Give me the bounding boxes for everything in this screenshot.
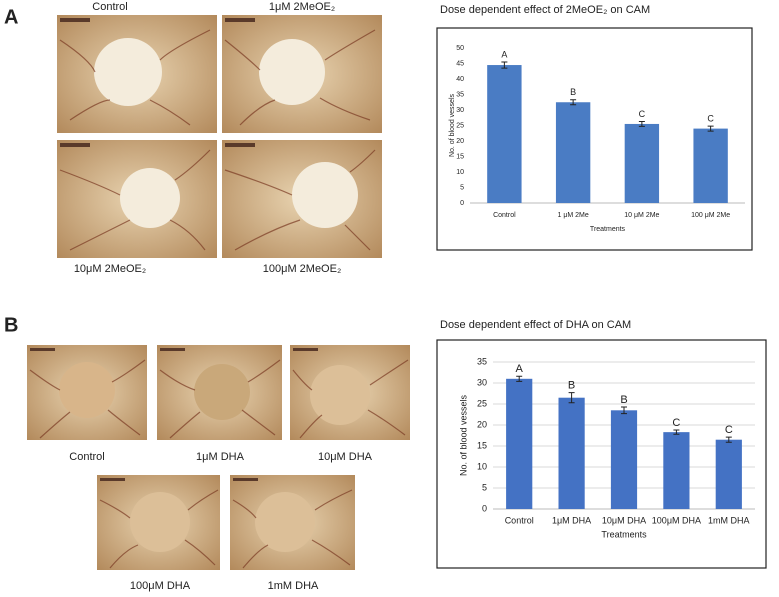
photo-caption: Control — [92, 1, 127, 13]
photos — [27, 15, 410, 570]
bar — [487, 65, 522, 203]
y-tick-label: 20 — [456, 138, 464, 145]
bar-label: A — [516, 363, 524, 375]
x-tick-label: 100 μM 2Me — [691, 212, 730, 219]
y-tick-label: 20 — [477, 419, 487, 429]
y-tick-label: 35 — [456, 91, 464, 98]
photo — [27, 345, 147, 440]
x-tick-label: 1mM DHA — [708, 515, 750, 525]
y-tick-label: 5 — [460, 184, 464, 191]
chart-title: Dose dependent effect of DHA on CAM — [440, 319, 631, 331]
photo — [230, 475, 355, 570]
photo — [222, 15, 382, 133]
y-tick-label: 50 — [456, 45, 464, 52]
photo — [222, 140, 382, 258]
x-axis-label: Treatments — [601, 529, 647, 539]
photo — [290, 345, 410, 440]
bar-label: C — [672, 417, 680, 429]
bar-label: C — [725, 424, 733, 436]
error-bar — [621, 406, 627, 415]
x-tick-label: Control — [493, 212, 516, 219]
x-tick-label: 1μM DHA — [552, 515, 591, 525]
y-tick-label: 5 — [482, 482, 487, 492]
bar — [506, 378, 533, 509]
error-bar — [638, 120, 645, 127]
bar-label: C — [639, 109, 646, 119]
photo-caption: 100μM 2MeOE₂ — [263, 263, 341, 275]
photo-caption: 10μM 2MeOE₂ — [74, 263, 146, 275]
chart-frame — [436, 27, 753, 251]
error-bar — [568, 392, 575, 404]
y-tick-label: 0 — [482, 503, 487, 513]
bar-label: C — [707, 113, 714, 123]
bar-label: A — [501, 49, 507, 59]
y-tick-label: 25 — [477, 398, 487, 408]
y-tick-label: 10 — [456, 169, 464, 176]
y-tick-label: 0 — [460, 200, 464, 207]
error-bar — [673, 429, 680, 435]
photo-caption: 1μM 2MeOE₂ — [269, 1, 335, 13]
error-bar — [707, 125, 714, 132]
y-tick-label: 45 — [456, 60, 464, 67]
photo — [157, 345, 282, 440]
y-tick-label: 10 — [477, 461, 487, 471]
bar-label: B — [620, 394, 627, 406]
photo — [57, 140, 217, 258]
panel-label: A — [4, 6, 18, 28]
y-tick-label: 15 — [456, 153, 464, 160]
bar — [663, 432, 690, 509]
y-tick-label: 30 — [456, 107, 464, 114]
bar — [693, 128, 728, 203]
x-tick-label: 100μM DHA — [652, 515, 701, 525]
y-axis-label: No. of blood vessels — [458, 394, 468, 476]
y-axis-label: No. of blood vessels — [449, 93, 456, 157]
chart-frame — [436, 339, 767, 569]
bar — [555, 102, 591, 203]
photo-caption: 1mM DHA — [268, 580, 319, 592]
photo — [57, 15, 217, 133]
y-tick-label: 25 — [456, 122, 464, 129]
photo-caption: 10μM DHA — [318, 451, 373, 463]
panel-label: B — [4, 314, 18, 336]
bar — [624, 123, 660, 203]
error-bar — [501, 61, 508, 69]
error-bar — [516, 375, 523, 382]
photo-caption: 100μM DHA — [130, 580, 191, 592]
bar — [558, 397, 585, 509]
x-tick-label: 1 μM 2Me — [557, 212, 588, 219]
x-axis-label: Treatments — [590, 226, 626, 233]
photo — [97, 475, 220, 570]
chart-title: Dose dependent effect of 2MeOE₂ on CAM — [440, 4, 650, 16]
y-tick-label: 35 — [477, 356, 487, 366]
bar — [610, 410, 638, 509]
y-tick-label: 40 — [456, 76, 464, 83]
y-tick-label: 15 — [477, 440, 487, 450]
x-tick-label: 10 μM 2Me — [624, 212, 659, 219]
photo-caption: Control — [69, 451, 104, 463]
y-tick-label: 30 — [477, 377, 487, 387]
error-bar — [570, 99, 577, 106]
x-tick-label: 10μM DHA — [602, 515, 646, 525]
x-tick-label: Control — [505, 515, 534, 525]
bar-label: B — [570, 87, 576, 97]
bar-label: B — [568, 380, 575, 392]
error-bar — [725, 436, 732, 443]
bar — [715, 439, 742, 509]
photo-caption: 1μM DHA — [196, 451, 245, 463]
